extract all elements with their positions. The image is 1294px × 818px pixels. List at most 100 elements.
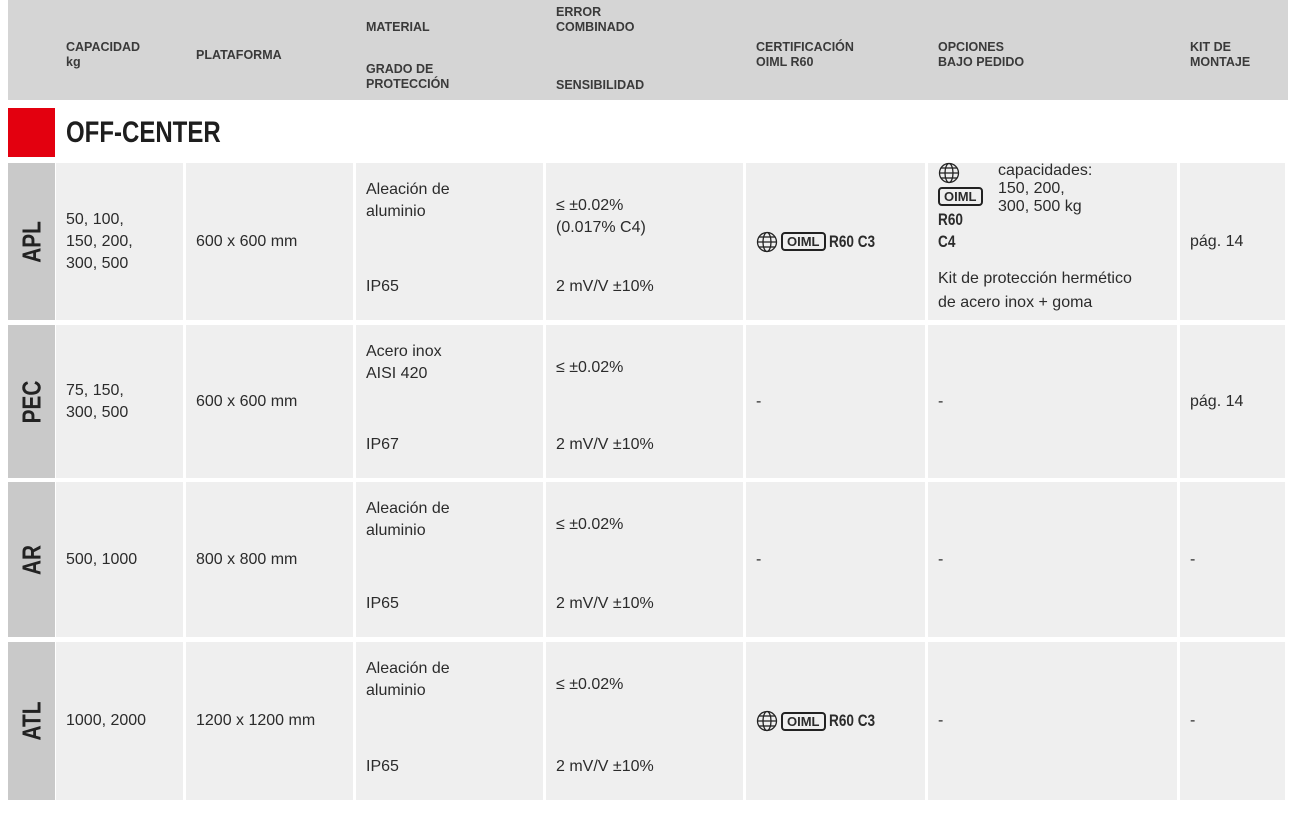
header-text-group: MATERIAL (366, 20, 430, 35)
capacity-group: 75, 150, 300, 500 (66, 380, 173, 424)
certification: - (756, 550, 762, 568)
table-cell: - (928, 642, 1177, 800)
row-name: ATL (16, 701, 46, 741)
header-text-group: SENSIBILIDAD (556, 78, 644, 93)
error: ≤ ±0.02% (556, 359, 624, 376)
table-cell: ≤ ±0.02% 2 mV/V ±10% (546, 482, 743, 637)
table-cell: ≤ ±0.02% (0.017% C4) 2 mV/V ±10% (546, 163, 743, 320)
row-label: PEC (8, 325, 55, 478)
table-cell: 600 x 600 mm (186, 325, 353, 478)
table-cell: pág. 14 (1180, 163, 1285, 320)
header-cell: OPCIONES BAJO PEDIDO (938, 40, 1024, 70)
options-note: 300, 500 kg (998, 198, 1082, 215)
row-label: APL (8, 163, 55, 320)
header-text-group: CAPACIDAD kg (66, 40, 140, 70)
table-cell: 1000, 2000 (56, 642, 183, 800)
options-note-group: capacidades: 150, 200, 300, 500 kg (998, 162, 1092, 216)
error-group: ≤ ±0.02% (556, 674, 733, 696)
table-cell: 1200 x 1200 mm (186, 642, 353, 800)
header-text: BAJO PEDIDO (938, 55, 1025, 69)
material: aluminio (366, 203, 426, 220)
error-group: ≤ ±0.02% (556, 514, 733, 536)
table-cell: - (1180, 482, 1285, 637)
table-cell: 600 x 600 mm (186, 163, 353, 320)
row-name: APL (16, 220, 46, 263)
header-text: MONTAJE (1190, 55, 1251, 69)
section-title: OFF-CENTER (66, 116, 221, 149)
kit: pág. 14 (1190, 392, 1244, 410)
oiml-box: OIML (781, 711, 826, 731)
material-group: Aleación de aluminio (366, 179, 533, 223)
options-extra: de acero inox + goma (938, 294, 1093, 311)
capacity-group: 50, 100, 150, 200, 300, 500 (66, 209, 173, 275)
options-note: 150, 200, (998, 180, 1065, 197)
error-group: ≤ ±0.02% (0.017% C4) (556, 195, 733, 239)
oiml-class: R60 C4 (938, 210, 963, 251)
table-cell: - (746, 325, 925, 478)
header-cell: GRADO DE PROTECCIÓN (366, 62, 449, 92)
header-text: CERTIFICACIÓN (756, 40, 854, 54)
sensitivity: 2 mV/V ±10% (556, 758, 654, 775)
capacity: 300, 500 (66, 254, 129, 272)
protection: IP65 (366, 758, 399, 775)
certification: - (756, 392, 762, 410)
table-cell: 50, 100, 150, 200, 300, 500 (56, 163, 183, 320)
header-text: SENSIBILIDAD (556, 78, 645, 92)
header-cell: KIT DE MONTAJE (1190, 40, 1250, 70)
platform: 600 x 600 mm (196, 232, 298, 250)
table-cell: - (928, 325, 1177, 478)
material: aluminio (366, 522, 426, 539)
table-cell: 800 x 800 mm (186, 482, 353, 637)
error: ≤ ±0.02% (556, 676, 624, 693)
globe-icon (756, 231, 778, 252)
protection: IP67 (366, 436, 399, 453)
capacity-group: 1000, 2000 (66, 710, 173, 732)
error: (0.017% C4) (556, 219, 646, 236)
protection: IP65 (366, 595, 399, 612)
header-cell: ERROR COMBINADO (556, 5, 634, 35)
header-text-group: OPCIONES BAJO PEDIDO (938, 40, 1024, 70)
oiml-stack: OIML R60 C4 (938, 162, 990, 253)
sensitivity: 2 mV/V ±10% (556, 278, 654, 295)
material-group: Aleación de aluminio (366, 658, 533, 702)
capacity-group: 500, 1000 (66, 549, 173, 571)
row-label: AR (8, 482, 55, 637)
material-group: Aleación de aluminio (366, 498, 533, 542)
table-cell: - (1180, 642, 1285, 800)
header-cell: SENSIBILIDAD (556, 78, 644, 93)
header-bar (8, 0, 1288, 100)
header-text-group: KIT DE MONTAJE (1190, 40, 1250, 70)
material: AISI 420 (366, 365, 428, 382)
table-cell: Aleación de aluminio IP65 (356, 642, 543, 800)
capacity: 500, 1000 (66, 550, 138, 568)
options-extra-group: Kit de protección hermético de acero inox… (938, 267, 1167, 315)
header-text: CAPACIDAD (66, 40, 141, 54)
material: Aleación de (366, 660, 450, 677)
header-text: OPCIONES (938, 40, 1004, 54)
row-name: AR (16, 544, 46, 575)
table-cell: OIML R60 C3 (746, 163, 925, 320)
material: Aleación de (366, 181, 450, 198)
material: Acero inox (366, 343, 442, 360)
oiml-class: R60 C3 (828, 231, 875, 251)
kit: pág. 14 (1190, 232, 1244, 250)
kit: - (1190, 712, 1196, 729)
error: ≤ ±0.02% (556, 516, 624, 533)
header-cell: PLATAFORMA (196, 48, 282, 63)
header-text: kg (66, 55, 81, 69)
oiml-class: R60 C3 (828, 711, 875, 730)
options: - (938, 392, 944, 410)
header-text: KIT DE (1190, 40, 1231, 54)
material: Aleación de (366, 500, 450, 517)
oiml-logo: OIML R60 C4 (938, 162, 990, 253)
options-note: capacidades: (998, 162, 1093, 179)
capacity: 150, 200, (66, 232, 133, 250)
table-cell: OIML R60 C4 capacidades: 150, 200, 300, 500 … (928, 162, 1177, 320)
oiml-box: OIML (938, 187, 983, 206)
table-cell: - (746, 482, 925, 637)
globe-icon (756, 710, 778, 732)
capacity: 75, 150, (66, 381, 124, 399)
oiml-logo: OIML R60 C3 (756, 710, 915, 732)
error-group: ≤ ±0.02% (556, 357, 733, 379)
header-text: PROTECCIÓN (366, 77, 450, 91)
